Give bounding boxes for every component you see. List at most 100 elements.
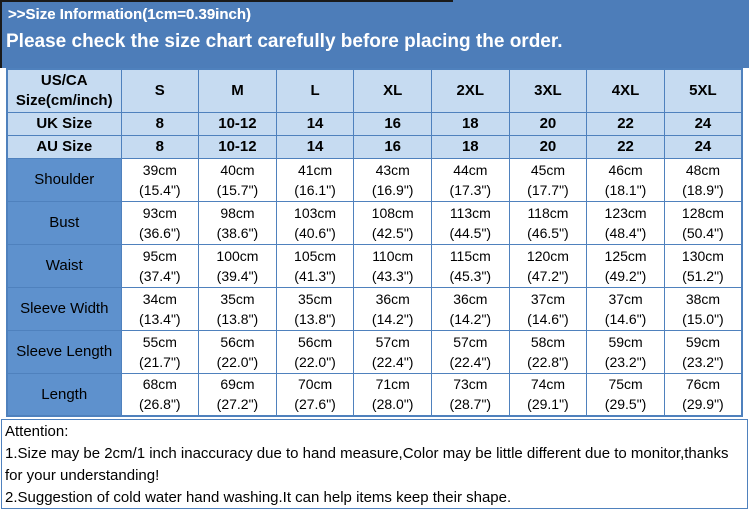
measure-value-cell: 108cm (42.5"): [353, 200, 432, 245]
measure-value-cell: 113cm (44.5"): [431, 200, 510, 245]
size-value-cell: 14: [275, 134, 355, 159]
row-label-sleeve-length: Sleeve Length: [6, 329, 122, 374]
size-value-cell: 8: [120, 134, 200, 159]
header-size-cell: XL: [353, 68, 432, 113]
size-value-cell: 24: [663, 111, 743, 136]
measure-value-cell: 48cm (18.9"): [663, 157, 743, 202]
row-label-sleeve-width: Sleeve Width: [6, 286, 122, 331]
header-size-cell: L: [275, 68, 355, 113]
measure-value-cell: 69cm (27.2"): [198, 372, 277, 417]
size-value-cell: 20: [508, 134, 588, 159]
header-label-cell: US/CA Size(cm/inch): [6, 68, 122, 113]
size-value-cell: 20: [508, 111, 588, 136]
row-label-bust: Bust: [6, 200, 122, 245]
size-value-cell: 18: [431, 134, 510, 159]
measure-value-cell: 59cm (23.2"): [663, 329, 743, 374]
size-value-cell: 22: [586, 111, 665, 136]
attention-section: Attention: 1.Size may be 2cm/1 inch inac…: [1, 419, 748, 509]
measure-value-cell: 120cm (47.2"): [508, 243, 588, 288]
measure-value-cell: 75cm (29.5"): [586, 372, 665, 417]
size-value-cell: 18: [431, 111, 510, 136]
measure-value-cell: 76cm (29.9"): [663, 372, 743, 417]
table-row-length: Length 68cm (26.8") 69cm (27.2") 70cm (2…: [6, 372, 743, 417]
measure-value-cell: 37cm (14.6"): [508, 286, 588, 331]
measure-value-cell: 115cm (45.3"): [431, 243, 510, 288]
size-value-cell: 16: [353, 134, 432, 159]
size-value-cell: 22: [586, 134, 665, 159]
row-label-uk: UK Size: [6, 111, 122, 136]
row-label-au: AU Size: [6, 134, 122, 159]
measure-value-cell: 100cm (39.4"): [198, 243, 277, 288]
size-value-cell: 10-12: [198, 134, 277, 159]
attention-title: Attention:: [5, 423, 69, 440]
measure-value-cell: 68cm (26.8"): [120, 372, 200, 417]
size-info-banner: >>Size Information(1cm=0.39inch) Please …: [0, 0, 749, 68]
measure-value-cell: 71cm (28.0"): [353, 372, 432, 417]
measure-value-cell: 93cm (36.6"): [120, 200, 200, 245]
header-size-cell: 3XL: [508, 68, 588, 113]
measure-value-cell: 46cm (18.1"): [586, 157, 665, 202]
header-label-line1: US/CA: [40, 71, 88, 89]
header-size-cell: 5XL: [663, 68, 743, 113]
measure-value-cell: 38cm (15.0"): [663, 286, 743, 331]
measure-value-cell: 56cm (22.0"): [275, 329, 355, 374]
banner-subtitle: Please check the size chart carefully be…: [6, 31, 563, 52]
measure-value-cell: 55cm (21.7"): [120, 329, 200, 374]
table-row-au-size: AU Size 8 10-12 14 16 18 20 22 24: [6, 134, 743, 159]
header-size-cell: 4XL: [586, 68, 665, 113]
attention-note-2: 2.Suggestion of cold water hand washing.…: [5, 489, 512, 506]
table-row-sleeve-width: Sleeve Width 34cm (13.4") 35cm (13.8") 3…: [6, 286, 743, 331]
measure-value-cell: 39cm (15.4"): [120, 157, 200, 202]
size-chart-table: US/CA Size(cm/inch) S M L XL 2XL 3XL 4XL…: [6, 68, 743, 417]
row-label-shoulder: Shoulder: [6, 157, 122, 202]
size-value-cell: 24: [663, 134, 743, 159]
measure-value-cell: 128cm (50.4"): [663, 200, 743, 245]
header-size-cell: 2XL: [431, 68, 510, 113]
table-row-uk-size: UK Size 8 10-12 14 16 18 20 22 24: [6, 111, 743, 136]
measure-value-cell: 56cm (22.0"): [198, 329, 277, 374]
size-value-cell: 14: [275, 111, 355, 136]
measure-value-cell: 40cm (15.7"): [198, 157, 277, 202]
size-value-cell: 8: [120, 111, 200, 136]
measure-value-cell: 45cm (17.7"): [508, 157, 588, 202]
measure-value-cell: 43cm (16.9"): [353, 157, 432, 202]
header-size-cell: M: [198, 68, 277, 113]
attention-note-1: 1.Size may be 2cm/1 inch inaccuracy due …: [5, 445, 729, 484]
measure-value-cell: 105cm (41.3"): [275, 243, 355, 288]
measure-value-cell: 73cm (28.7"): [431, 372, 510, 417]
measure-value-cell: 44cm (17.3"): [431, 157, 510, 202]
row-label-length: Length: [6, 372, 122, 417]
row-label-waist: Waist: [6, 243, 122, 288]
table-row-waist: Waist 95cm (37.4") 100cm (39.4") 105cm (…: [6, 243, 743, 288]
measure-value-cell: 70cm (27.6"): [275, 372, 355, 417]
measure-value-cell: 59cm (23.2"): [586, 329, 665, 374]
measure-value-cell: 37cm (14.6"): [586, 286, 665, 331]
table-row-sleeve-length: Sleeve Length 55cm (21.7") 56cm (22.0") …: [6, 329, 743, 374]
header-size-cell: S: [120, 68, 200, 113]
banner-title: >>Size Information(1cm=0.39inch): [8, 6, 251, 23]
table-row-shoulder: Shoulder 39cm (15.4") 40cm (15.7") 41cm …: [6, 157, 743, 202]
measure-value-cell: 34cm (13.4"): [120, 286, 200, 331]
table-header-row: US/CA Size(cm/inch) S M L XL 2XL 3XL 4XL…: [6, 68, 743, 113]
measure-value-cell: 125cm (49.2"): [586, 243, 665, 288]
measure-value-cell: 57cm (22.4"): [353, 329, 432, 374]
measure-value-cell: 57cm (22.4"): [431, 329, 510, 374]
measure-value-cell: 35cm (13.8"): [275, 286, 355, 331]
measure-value-cell: 123cm (48.4"): [586, 200, 665, 245]
measure-value-cell: 36cm (14.2"): [353, 286, 432, 331]
measure-value-cell: 130cm (51.2"): [663, 243, 743, 288]
measure-value-cell: 36cm (14.2"): [431, 286, 510, 331]
measure-value-cell: 103cm (40.6"): [275, 200, 355, 245]
measure-value-cell: 58cm (22.8"): [508, 329, 588, 374]
size-value-cell: 10-12: [198, 111, 277, 136]
measure-value-cell: 98cm (38.6"): [198, 200, 277, 245]
measure-value-cell: 41cm (16.1"): [275, 157, 355, 202]
measure-value-cell: 95cm (37.4"): [120, 243, 200, 288]
measure-value-cell: 110cm (43.3"): [353, 243, 432, 288]
header-label-line2: Size(cm/inch): [15, 91, 113, 109]
measure-value-cell: 35cm (13.8"): [198, 286, 277, 331]
size-value-cell: 16: [353, 111, 432, 136]
measure-value-cell: 74cm (29.1"): [508, 372, 588, 417]
measure-value-cell: 118cm (46.5"): [508, 200, 588, 245]
table-row-bust: Bust 93cm (36.6") 98cm (38.6") 103cm (40…: [6, 200, 743, 245]
